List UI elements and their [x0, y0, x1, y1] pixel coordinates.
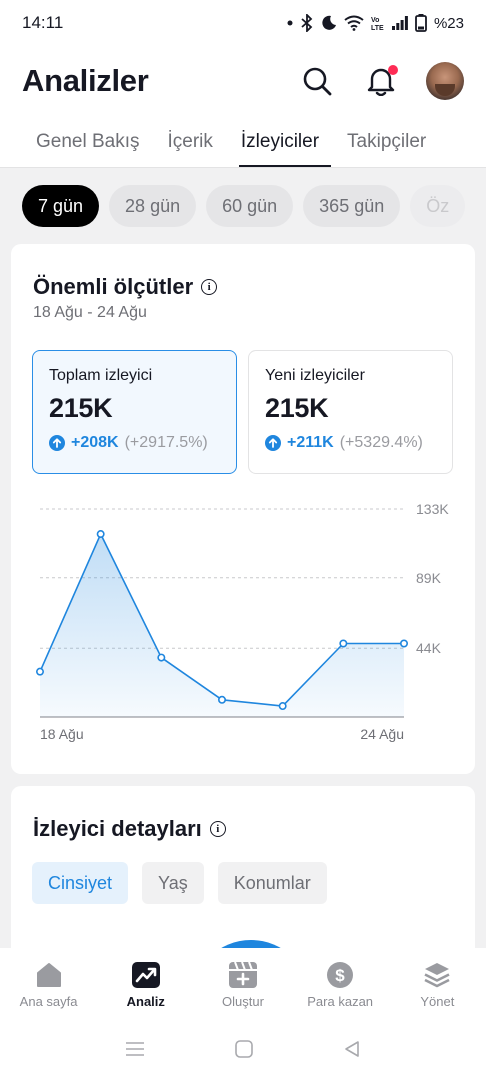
nav-create[interactable]: Oluştur	[194, 960, 291, 1009]
arrow-up-icon	[265, 435, 281, 451]
header-actions	[298, 62, 464, 100]
metric-label: Yeni izleyiciler	[265, 367, 365, 384]
bell-icon	[367, 68, 395, 96]
tab-takipciler[interactable]: Takipçiler	[347, 130, 427, 152]
segment-gender[interactable]: Cinsiyet	[32, 862, 129, 904]
tab-icerik[interactable]: İçerik	[167, 130, 213, 152]
date-range-label: 18 Ağu - 24 Ağu	[33, 304, 147, 321]
metric-new-viewers[interactable]: Yeni izleyiciler 215K +211K (+5329.4%)	[248, 350, 453, 474]
metric-delta: +211K (+5329.4%)	[265, 434, 436, 452]
page-title: Analizler	[22, 63, 149, 98]
data-point	[218, 695, 227, 704]
range-chip-28[interactable]: 28 gün	[109, 185, 197, 227]
metric-delta: +208K (+2917.5%)	[49, 434, 220, 452]
range-chip-60[interactable]: 60 gün	[206, 185, 294, 227]
notifications-button[interactable]	[362, 62, 400, 100]
notification-badge	[388, 65, 398, 75]
dot-icon	[287, 20, 293, 26]
nav-earn-label: Para kazan	[307, 994, 374, 1009]
viewers-line-chart: 133K 89K 44K 18 Ağu 24 Ağu	[35, 501, 449, 742]
bottom-navigation: Ana sayfa Analiz Oluştur $ Para kazan Yö…	[0, 948, 486, 1022]
area-fill	[40, 534, 404, 717]
y-tick-label: 133K	[416, 501, 449, 517]
y-tick-label: 89K	[416, 570, 442, 586]
svg-text:LTE: LTE	[371, 25, 384, 31]
data-point	[339, 639, 348, 648]
range-chip-365[interactable]: 365 gün	[303, 185, 401, 227]
date-range-chips: 7 gün 28 gün 60 gün 365 gün Öz	[0, 168, 486, 244]
info-icon[interactable]: i	[209, 821, 226, 837]
tab-genel-bakis[interactable]: Genel Bakış	[36, 130, 140, 152]
analytics-icon	[131, 960, 161, 990]
data-point	[35, 667, 44, 676]
system-navigation	[0, 1022, 486, 1080]
avatar[interactable]	[426, 62, 464, 100]
metric-label: Toplam izleyici	[49, 367, 153, 384]
signal-icon	[391, 16, 408, 30]
metric-value: 215K	[265, 393, 329, 423]
x-tick-label: 18 Ağu	[40, 726, 84, 742]
status-icons: Vo LTE %23	[287, 14, 464, 32]
key-metrics-title: Önemli ölçütler	[33, 274, 194, 299]
analytics-tabs: Genel Bakış İçerik İzleyiciler Takipçile…	[0, 116, 486, 168]
delta-absolute: +211K	[287, 434, 334, 451]
status-bar: 14:11 Vo LTE %23	[0, 0, 486, 46]
wifi-icon	[344, 15, 364, 31]
details-segments: Cinsiyet Yaş Konumlar	[32, 862, 327, 904]
nav-home[interactable]: Ana sayfa	[0, 960, 97, 1009]
moon-icon	[321, 15, 337, 31]
data-point	[96, 530, 105, 539]
range-chip-7[interactable]: 7 gün	[22, 185, 100, 227]
y-tick-label: 44K	[416, 640, 442, 656]
delta-absolute: +208K	[71, 434, 119, 451]
nav-home-label: Ana sayfa	[19, 994, 78, 1009]
create-icon	[228, 960, 258, 990]
nav-analytics[interactable]: Analiz	[97, 960, 194, 1009]
nav-manage[interactable]: Yönet	[389, 960, 486, 1009]
x-tick-label: 24 Ağu	[360, 726, 404, 742]
svg-text:$: $	[335, 966, 345, 985]
nav-create-label: Oluştur	[222, 994, 264, 1009]
search-button[interactable]	[298, 62, 336, 100]
tab-izleyiciler[interactable]: İzleyiciler	[238, 116, 332, 167]
bluetooth-icon	[300, 14, 314, 32]
range-chip-custom[interactable]: Öz	[410, 185, 466, 227]
data-point	[399, 639, 408, 648]
layers-icon	[422, 960, 452, 990]
nav-analytics-label: Analiz	[126, 994, 165, 1009]
dollar-icon: $	[325, 960, 355, 990]
menu-icon[interactable]	[125, 1041, 145, 1062]
info-icon[interactable]: i	[201, 279, 218, 295]
home-square-icon[interactable]	[235, 1039, 253, 1063]
delta-percent: (+5329.4%)	[339, 434, 423, 451]
segment-age[interactable]: Yaş	[142, 862, 204, 904]
data-point	[157, 653, 166, 662]
status-time: 14:11	[22, 13, 64, 32]
nav-earn[interactable]: $ Para kazan	[292, 960, 389, 1009]
battery-percent: %23	[433, 14, 464, 32]
back-triangle-icon[interactable]	[343, 1040, 361, 1063]
segment-locations[interactable]: Konumlar	[217, 862, 327, 904]
app-header: Analizler	[0, 46, 486, 116]
key-metrics-card: Önemli ölçütler i 18 Ağu - 24 Ağu Toplam…	[11, 244, 475, 774]
key-metrics-heading: Önemli ölçütler i	[33, 274, 218, 300]
viewer-details-heading: İzleyici detayları i	[33, 816, 226, 842]
home-icon	[34, 960, 64, 990]
nav-manage-label: Yönet	[420, 994, 455, 1009]
volte-icon: Vo LTE	[371, 15, 385, 31]
arrow-up-icon	[49, 435, 65, 451]
data-point	[278, 702, 287, 711]
viewer-details-title: İzleyici detayları	[33, 816, 202, 841]
search-icon	[303, 67, 332, 96]
delta-percent: (+2917.5%)	[124, 434, 208, 451]
battery-icon	[415, 14, 427, 32]
svg-text:Vo: Vo	[371, 17, 379, 24]
metric-total-viewers[interactable]: Toplam izleyici 215K +208K (+2917.5%)	[32, 350, 237, 474]
metric-value: 215K	[49, 393, 113, 423]
